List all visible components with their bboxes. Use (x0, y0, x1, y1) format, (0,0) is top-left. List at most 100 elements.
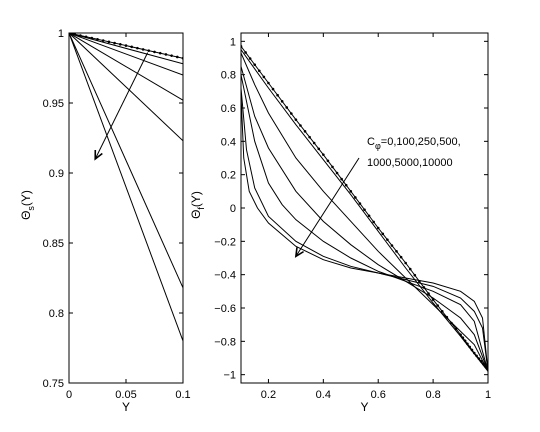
series-marker (326, 159, 330, 163)
series-line-3 (69, 33, 183, 76)
series-line-4 (69, 33, 183, 101)
y-tick-label: 0.2 (221, 170, 236, 182)
series-marker (141, 48, 145, 51)
series-marker (299, 124, 302, 127)
series-marker (176, 55, 179, 59)
y-tick-label: 0.4 (221, 136, 236, 148)
series-line-5 (69, 33, 183, 142)
y-axis-label: Θf(Y) (189, 191, 206, 219)
series-marker (399, 255, 403, 259)
x-axis-label: Y (122, 400, 130, 414)
y-tick-label: 0 (230, 203, 236, 215)
annotation-line-2: 1000,5000,10000 (367, 157, 453, 169)
series-marker (386, 238, 389, 241)
series-marker (267, 81, 270, 85)
series-marker (322, 153, 325, 156)
x-tick-label: 0.1 (175, 389, 190, 401)
series-marker (164, 53, 168, 56)
annotation-arrow (94, 52, 149, 160)
series-marker (381, 232, 385, 236)
y-tick-label: 0.8 (49, 308, 64, 320)
x-tick-label: 1 (485, 389, 491, 401)
series-marker (276, 93, 279, 97)
series-marker (340, 177, 343, 181)
series-marker (170, 54, 173, 57)
x-tick-label: 0.05 (115, 389, 136, 401)
x-tick-label: 0 (66, 389, 72, 401)
arrow-head (94, 149, 103, 161)
series-marker (303, 130, 307, 133)
y-tick-label: 0.9 (49, 168, 64, 180)
arrow-head (294, 247, 304, 258)
series-marker (181, 56, 183, 60)
series-marker (257, 69, 261, 73)
y-tick-label: 0.95 (43, 98, 64, 110)
series-marker (253, 63, 257, 66)
axes-frame (240, 32, 489, 384)
series-line-4 (241, 66, 488, 372)
annotation-line-1: Cφ=0,100,250,500, (367, 136, 461, 151)
series-marker (280, 100, 284, 103)
series-marker (308, 135, 311, 139)
series-marker (404, 261, 407, 265)
axes-frame (68, 32, 184, 384)
series-line-5 (241, 74, 488, 372)
series-marker (436, 304, 439, 307)
x-tick-label: 0.4 (316, 389, 331, 401)
series-marker (344, 183, 348, 187)
y-tick-label: 0.6 (221, 103, 236, 115)
series-line-7 (69, 33, 183, 342)
series-marker (248, 57, 252, 60)
series-marker (358, 202, 362, 205)
series-marker (107, 40, 111, 44)
series-marker (367, 214, 371, 218)
y-tick-label: −0.2 (214, 236, 236, 248)
series-marker (376, 226, 380, 230)
series-marker (244, 51, 247, 54)
y-tick-label: 0.8 (221, 70, 236, 82)
series-marker (372, 220, 375, 224)
series-marker (440, 310, 444, 313)
series-marker (130, 45, 133, 49)
series-marker (290, 112, 293, 115)
series-line-2 (241, 49, 488, 372)
series-marker (317, 147, 321, 151)
series-marker (335, 171, 339, 175)
x-tick-label: 0.8 (425, 389, 440, 401)
series-line-7 (241, 94, 488, 372)
x-tick-label: 0.2 (261, 389, 276, 401)
series-marker (113, 41, 116, 45)
series-marker (395, 250, 398, 253)
y-tick-label: −1 (223, 370, 236, 382)
right-panel: 0.2 0.4 0.6 0.8 1 −1 −0.8 −0.6 −0.4 −0.2 0 0.2 0.4 0.… (189, 32, 491, 414)
series-marker (331, 165, 334, 169)
series-marker (390, 244, 394, 247)
series-marker (349, 190, 353, 193)
series-marker (96, 38, 99, 41)
series-marker (147, 49, 151, 52)
series-marker (427, 292, 430, 295)
series-marker (136, 46, 139, 50)
series-marker (294, 118, 298, 121)
series-marker (312, 141, 316, 145)
series-marker (271, 87, 275, 91)
series-marker (408, 267, 412, 271)
series-marker (153, 50, 156, 54)
series-marker (101, 39, 105, 42)
series-group (241, 45, 488, 372)
series-marker (119, 43, 122, 46)
series-marker (158, 51, 162, 55)
annotation-arrow (295, 157, 360, 257)
y-tick-label: −0.4 (214, 270, 236, 282)
series-line-2 (69, 33, 183, 65)
y-tick-label: 0.75 (43, 378, 64, 390)
y-tick-label: 0.85 (43, 238, 64, 250)
y-tick-label: −0.6 (214, 303, 236, 315)
series-marker (354, 196, 357, 199)
series-marker (124, 44, 128, 47)
left-panel: 0 0.05 0.1 0.75 0.8 0.85 0.9 0.95 1 Y Θs(Y) (19, 28, 191, 414)
series-line-3 (241, 52, 488, 372)
series-marker (363, 208, 366, 211)
y-tick-label: 1 (230, 36, 236, 48)
series-line-6 (241, 87, 488, 372)
